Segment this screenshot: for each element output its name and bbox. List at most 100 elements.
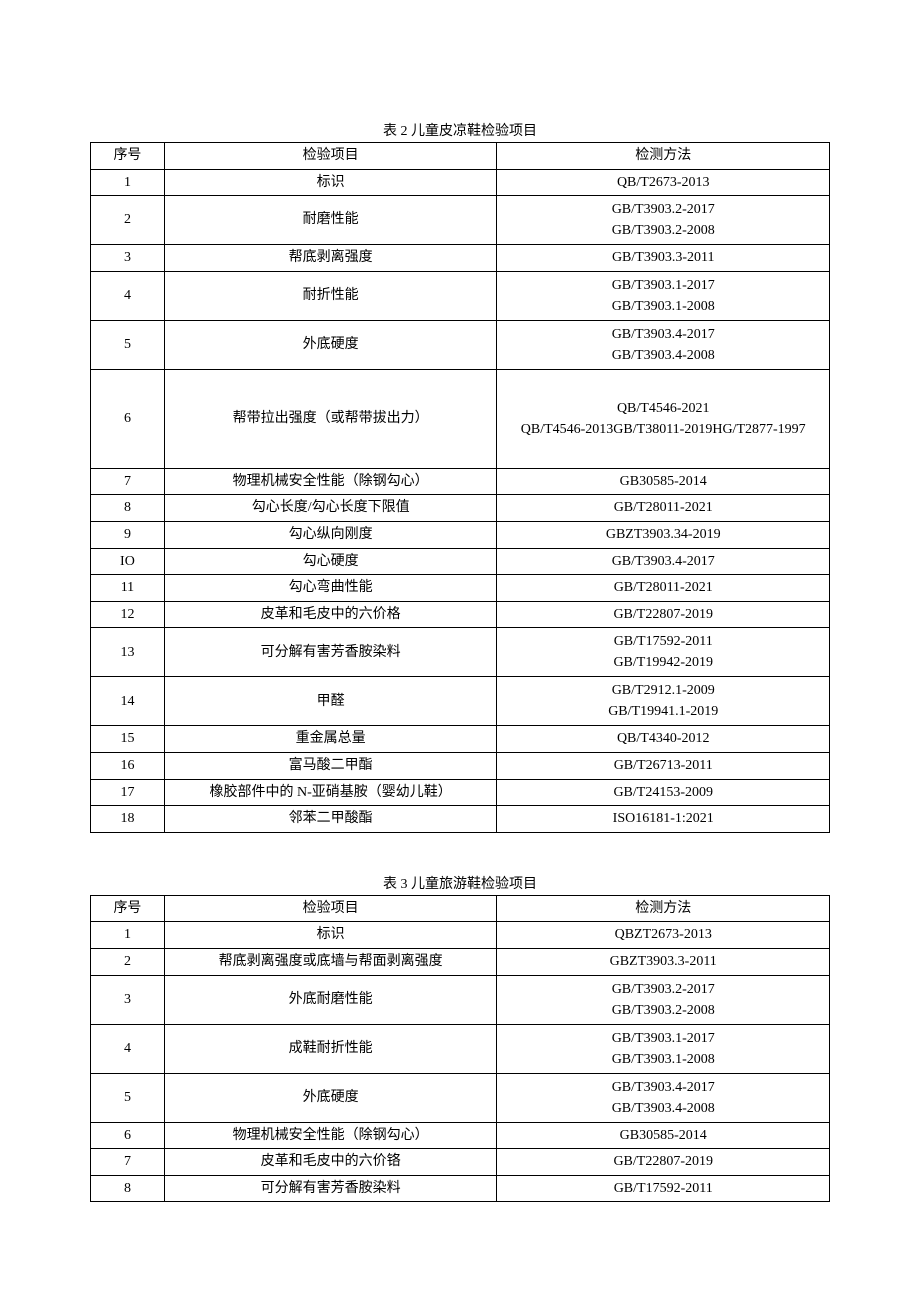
table3: 序号 检验项目 检测方法 1标识QBZT2673-20132帮底剥离强度或底墙与… (90, 895, 830, 1203)
table-row: 4成鞋耐折性能GB/T3903.1-2017GB/T3903.1-2008 (91, 1024, 830, 1073)
item-cell: 耐折性能 (164, 271, 497, 320)
method-value: GB/T22807-2019 (503, 605, 823, 625)
method-cell: QBZT2673-2013 (497, 922, 830, 949)
table3-title: 表 3 儿童旅游鞋检验项目 (90, 873, 830, 893)
item-cell: 勾心硬度 (164, 548, 497, 575)
method-value: GB30585-2014 (503, 1126, 823, 1146)
seq-cell: 15 (91, 726, 165, 753)
table-row: 18邻苯二甲酸酯 ISO16181-1:2021 (91, 806, 830, 833)
table-row: 8勾心长度/勾心长度下限值GB/T28011-2021 (91, 495, 830, 522)
item-cell: 勾心长度/勾心长度下限值 (164, 495, 497, 522)
method-cell: QB/T4340-2012 (497, 726, 830, 753)
seq-cell: IO (91, 548, 165, 575)
table-row: 2耐磨性能GB/T3903.2-2017GB/T3903.2-2008 (91, 196, 830, 245)
table2-col-item: 检验项目 (164, 143, 497, 170)
table-row: 1标识QB/T2673-2013 (91, 169, 830, 196)
table3-col-seq: 序号 (91, 895, 165, 922)
table-row: 17橡胶部件中的 N-亚硝基胺（婴幼儿鞋）GB/T24153-2009 (91, 779, 830, 806)
item-cell: 物理机械安全性能（除钢勾心） (164, 468, 497, 495)
seq-cell: 4 (91, 1024, 165, 1073)
seq-cell: 16 (91, 752, 165, 779)
method-value: GB/T19941.1-2019 (503, 701, 823, 722)
method-value: GB/T3903.1-2008 (503, 1049, 823, 1070)
method-value: ISO16181-1:2021 (503, 809, 823, 829)
table-row: 1标识QBZT2673-2013 (91, 922, 830, 949)
method-value: GB/T3903.4-2008 (503, 1098, 823, 1119)
seq-cell: 3 (91, 975, 165, 1024)
method-value: GB/T3903.1-2008 (503, 296, 823, 317)
seq-cell: 18 (91, 806, 165, 833)
method-cell: GB/T3903.1-2017GB/T3903.1-2008 (497, 271, 830, 320)
table-row: IO勾心硬度 GB/T3903.4-2017 (91, 548, 830, 575)
seq-cell: 2 (91, 196, 165, 245)
method-value: GB/T3903.4-2017 (503, 1077, 823, 1098)
table2-col-seq: 序号 (91, 143, 165, 170)
method-cell: GB/T28011-2021 (497, 575, 830, 602)
table-row: 13可分解有害芳香胺染料GB/T17592-2011GB/T19942-2019 (91, 628, 830, 677)
seq-cell: 12 (91, 601, 165, 628)
method-cell: GB30585-2014 (497, 468, 830, 495)
method-value: QB/T4340-2012 (503, 729, 823, 749)
seq-cell: 8 (91, 1175, 165, 1202)
method-value: GB/T3903.2-2017 (503, 199, 823, 220)
method-cell: GB/T22807-2019 (497, 1149, 830, 1176)
method-cell: GB/T2912.1-2009GB/T19941.1-2019 (497, 677, 830, 726)
item-cell: 成鞋耐折性能 (164, 1024, 497, 1073)
seq-cell: 14 (91, 677, 165, 726)
item-cell: 外底硬度 (164, 320, 497, 369)
item-cell: 富马酸二甲酯 (164, 752, 497, 779)
item-cell: 帮底剥离强度或底墙与帮面剥离强度 (164, 948, 497, 975)
seq-cell: 3 (91, 245, 165, 272)
method-value: GB/T3903.2-2008 (503, 220, 823, 241)
item-cell: 勾心纵向刚度 (164, 521, 497, 548)
item-cell: 皮革和毛皮中的六价格 (164, 601, 497, 628)
method-cell: GB/T17592-2011GB/T19942-2019 (497, 628, 830, 677)
seq-cell: 5 (91, 320, 165, 369)
item-cell: 物理机械安全性能（除钢勾心） (164, 1122, 497, 1149)
seq-cell: 7 (91, 468, 165, 495)
item-cell: 帮带拉出强度（或帮带拔出力） (164, 369, 497, 468)
method-value: GB/T3903.4-2017 (503, 552, 823, 572)
table-row: 5外底硬度GB/T3903.4-2017GB/T3903.4-2008 (91, 320, 830, 369)
method-value: GB/T2912.1-2009 (503, 680, 823, 701)
method-cell: GB/T3903.4-2017 (497, 548, 830, 575)
seq-cell: 7 (91, 1149, 165, 1176)
method-cell: GB/T17592-2011 (497, 1175, 830, 1202)
item-cell: 邻苯二甲酸酯 (164, 806, 497, 833)
seq-cell: 1 (91, 169, 165, 196)
table-row: 7物理机械安全性能（除钢勾心）GB30585-2014 (91, 468, 830, 495)
method-cell: GB/T3903.2-2017GB/T3903.2-2008 (497, 975, 830, 1024)
item-cell: 帮底剥离强度 (164, 245, 497, 272)
table-row: 6帮带拉出强度（或帮带拔出力）QB/T4546-2021QB/T4546-201… (91, 369, 830, 468)
table-row: 16富马酸二甲酯GB/T26713-2011 (91, 752, 830, 779)
method-cell: GB/T24153-2009 (497, 779, 830, 806)
method-cell: GB/T22807-2019 (497, 601, 830, 628)
method-value: GB/T17592-2011 (503, 631, 823, 652)
table-row: 2帮底剥离强度或底墙与帮面剥离强度GBZT3903.3-2011 (91, 948, 830, 975)
table-row: 7皮革和毛皮中的六价铬GB/T22807-2019 (91, 1149, 830, 1176)
method-cell: GB/T3903.4-2017GB/T3903.4-2008 (497, 320, 830, 369)
seq-cell: 11 (91, 575, 165, 602)
table-row: 3外底耐磨性能GB/T3903.2-2017GB/T3903.2-2008 (91, 975, 830, 1024)
method-cell: GB/T3903.3-2011 (497, 245, 830, 272)
table3-col-item: 检验项目 (164, 895, 497, 922)
method-value: GB/T19942-2019 (503, 652, 823, 673)
method-cell: GB/T28011-2021 (497, 495, 830, 522)
seq-cell: 6 (91, 1122, 165, 1149)
table3-col-method: 检测方法 (497, 895, 830, 922)
table-row: 4耐折性能GB/T3903.1-2017GB/T3903.1-2008 (91, 271, 830, 320)
method-cell: GB30585-2014 (497, 1122, 830, 1149)
method-cell: GB/T3903.1-2017GB/T3903.1-2008 (497, 1024, 830, 1073)
method-cell: GBZT3903.3-2011 (497, 948, 830, 975)
table-row: 5外底硬度GB/T3903.4-2017GB/T3903.4-2008 (91, 1073, 830, 1122)
table-row: 8可分解有害芳香胺染料GB/T17592-2011 (91, 1175, 830, 1202)
table-row: 12皮革和毛皮中的六价格 GB/T22807-2019 (91, 601, 830, 628)
method-value: GB/T3903.4-2008 (503, 345, 823, 366)
table2: 序号 检验项目 检测方法 1标识QB/T2673-20132耐磨性能GB/T39… (90, 142, 830, 833)
method-cell: ISO16181-1:2021 (497, 806, 830, 833)
method-value: GB/T17592-2011 (503, 1179, 823, 1199)
item-cell: 外底耐磨性能 (164, 975, 497, 1024)
method-cell: GB/T3903.2-2017GB/T3903.2-2008 (497, 196, 830, 245)
method-value: GB/T3903.1-2017 (503, 1028, 823, 1049)
item-cell: 橡胶部件中的 N-亚硝基胺（婴幼儿鞋） (164, 779, 497, 806)
